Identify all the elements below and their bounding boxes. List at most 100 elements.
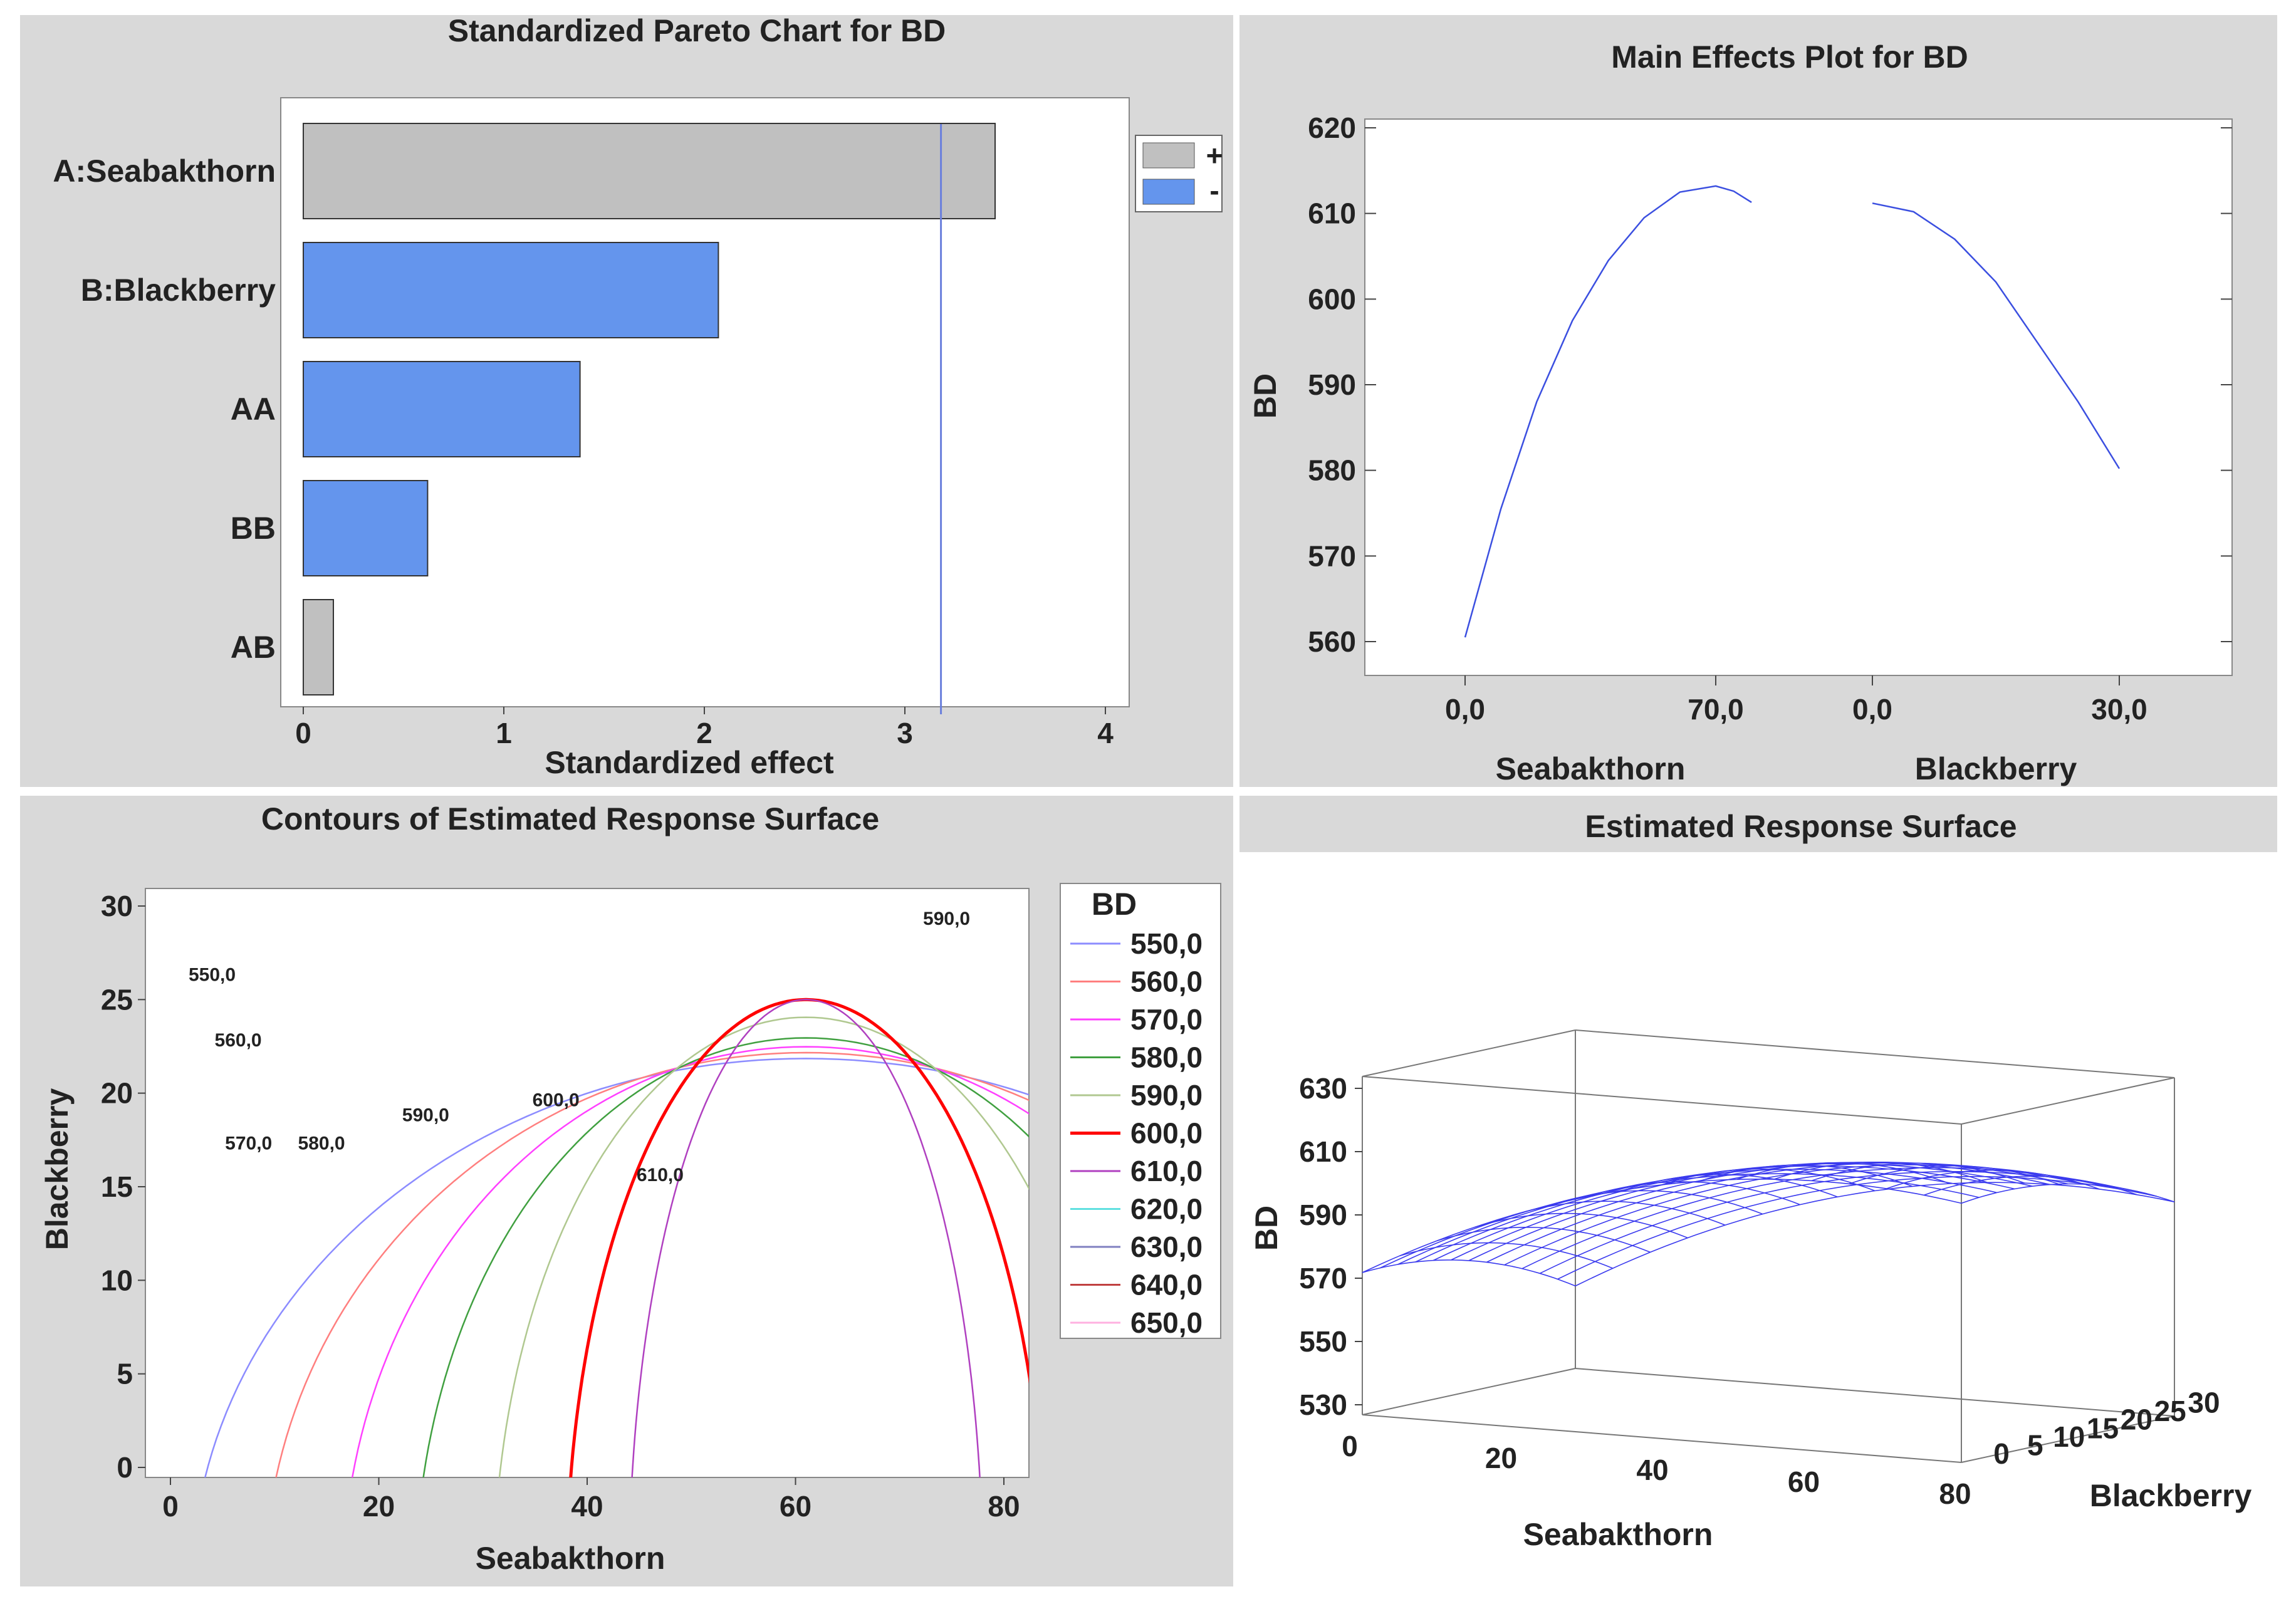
contour-line xyxy=(422,1037,1029,1477)
pareto-chart: Standardized Pareto Chart for BD A:Seaba… xyxy=(53,15,1223,780)
contour-lines xyxy=(204,997,1029,1477)
contour-line xyxy=(498,1016,1029,1477)
contour-y-tick-label: 5 xyxy=(117,1358,133,1390)
main-effects-y-tick-label: 570 xyxy=(1308,539,1356,572)
main-effects-y-tick-label: 600 xyxy=(1308,283,1356,315)
surface-mesh-line xyxy=(1661,1168,1876,1192)
contour-legend-label: 610,0 xyxy=(1130,1155,1203,1187)
surface-mesh-line xyxy=(1437,1226,1651,1253)
surface-chart: Estimated Response Surface 5305505705906… xyxy=(1239,809,2277,1586)
contour-y-tick-label: 25 xyxy=(101,983,133,1016)
pareto-x-tick-label: 2 xyxy=(696,717,712,749)
contour-legend-label: 590,0 xyxy=(1130,1079,1203,1112)
surface-x-tick-label: 40 xyxy=(1636,1454,1668,1486)
pareto-x-tick-label: 3 xyxy=(897,717,913,749)
contour-line-label: 600,0 xyxy=(533,1090,580,1111)
surface-x-tick-label: 0 xyxy=(1342,1430,1358,1462)
contour-y-tick-label: 10 xyxy=(101,1264,133,1296)
surface-plot-area xyxy=(1239,852,2277,1586)
main-effects-factor-label: Seabakthorn xyxy=(1496,751,1686,786)
pareto-bar xyxy=(303,123,996,219)
surface-y-tick-label: 10 xyxy=(2053,1420,2085,1453)
surface-mesh-line xyxy=(1849,1165,2063,1186)
surface-z-tick-label: 530 xyxy=(1299,1388,1347,1421)
pareto-bar xyxy=(303,480,429,576)
contour-legend-title: BD xyxy=(1092,887,1137,922)
surface-x-tick-label: 80 xyxy=(1939,1477,1971,1510)
surface-panel: Estimated Response Surface 530 550 570 590 6… xyxy=(1239,796,2277,1586)
pareto-category-label: B:Blackberry xyxy=(81,273,276,308)
surface-mesh-line xyxy=(1886,1169,2100,1190)
main-effects-ylabel: BD xyxy=(1248,373,1283,419)
contour-y-tick-label: 30 xyxy=(101,890,133,922)
contour-y-tick-label: 0 xyxy=(117,1451,133,1484)
main-effects-y-tick-label: 590 xyxy=(1308,368,1356,401)
main-effects-title: Main Effects Plot for BD xyxy=(1611,39,1968,75)
contour-line-label: 550,0 xyxy=(189,964,236,985)
surface-y-tick-label: 20 xyxy=(2121,1404,2152,1436)
contour-line xyxy=(631,999,981,1477)
surface-mesh-line xyxy=(1811,1162,2025,1184)
surface-y-tick-label: 25 xyxy=(2154,1395,2186,1427)
surface-box-edge xyxy=(1362,1076,1962,1125)
contour-y-tick-label: 15 xyxy=(101,1170,133,1203)
pareto-xlabel: Standardized effect xyxy=(545,745,834,780)
contour-line xyxy=(351,1046,1029,1477)
surface-box-edge xyxy=(1575,1029,2175,1078)
main-effects-y-tick-label: 610 xyxy=(1308,197,1356,230)
contour-line-label: 590,0 xyxy=(402,1105,449,1125)
contour-legend xyxy=(1060,883,1221,1339)
pareto-category-label: BB xyxy=(231,511,276,546)
pareto-chart-panel: Standardized Pareto Chart for BD A:Seaba… xyxy=(20,15,1233,787)
contour-xlabel: Seabakthorn xyxy=(476,1541,665,1576)
surface-zlabel: BD xyxy=(1249,1206,1284,1251)
pareto-bar xyxy=(303,599,334,695)
pareto-x-tick-label: 4 xyxy=(1097,717,1114,749)
pareto-category-label: A:Seabakthorn xyxy=(53,154,276,189)
contour-x-tick-label: 40 xyxy=(571,1490,603,1523)
surface-mesh-line xyxy=(1736,1162,1950,1184)
contour-legend-label: 570,0 xyxy=(1130,1003,1203,1036)
pareto-category-label: AA xyxy=(231,392,276,427)
contour-line-label: 560,0 xyxy=(215,1030,262,1051)
surface-z-tick-label: 610 xyxy=(1299,1135,1347,1168)
surface-y-tick-label: 5 xyxy=(2027,1429,2043,1461)
contour-y-tick-label: 20 xyxy=(101,1077,133,1110)
main-effects-y-tick-label: 580 xyxy=(1308,454,1356,487)
surface-mesh xyxy=(1362,1161,2175,1287)
main-effects-curve xyxy=(1464,185,1752,638)
main-effects-factor-label: Blackberry xyxy=(1915,751,2077,786)
contour-line-label: 590,0 xyxy=(923,909,970,929)
contour-legend-label: 580,0 xyxy=(1130,1041,1203,1074)
surface-box-edge xyxy=(1362,1029,1576,1077)
pareto-category-label: AB xyxy=(231,630,276,665)
contour-chart: Contours of Estimated Response Surface 0… xyxy=(39,801,1221,1576)
surface-mesh-line xyxy=(1362,1259,1576,1287)
contour-legend-label: 630,0 xyxy=(1130,1231,1203,1263)
surface-box-edge xyxy=(1362,1414,1962,1463)
pareto-title: Standardized Pareto Chart for BD xyxy=(448,15,946,48)
surface-z-tick-label: 590 xyxy=(1299,1199,1347,1231)
main-effects-panel: Main Effects Plot for BD 560 570 580 590 600… xyxy=(1239,15,2277,787)
contour-legend-label: 600,0 xyxy=(1130,1117,1203,1150)
contour-x-tick-label: 60 xyxy=(780,1490,811,1523)
pareto-bar xyxy=(303,242,719,338)
surface-mesh-line xyxy=(1924,1175,2137,1196)
pareto-legend: + - xyxy=(1135,135,1223,212)
surface-ylabel: Blackberry xyxy=(2090,1478,2252,1513)
surface-xlabel: Seabakthorn xyxy=(1523,1517,1713,1552)
surface-x-tick-label: 20 xyxy=(1485,1442,1517,1474)
surface-z-tick-label: 630 xyxy=(1299,1072,1347,1105)
surface-box-edge xyxy=(1961,1077,2175,1125)
surface-box-edge xyxy=(1961,1415,2175,1463)
contour-x-tick-label: 0 xyxy=(162,1490,179,1523)
main-effects-curve xyxy=(1872,202,2121,469)
surface-mesh-line xyxy=(1511,1201,1726,1226)
contour-legend-label: 640,0 xyxy=(1130,1269,1203,1301)
surface-z-tick-label: 550 xyxy=(1299,1325,1347,1358)
surface-z-tick-label: 570 xyxy=(1299,1262,1347,1294)
main-effects-chart: Main Effects Plot for BD 560 570 580 590 600… xyxy=(1248,39,2233,786)
surface-x-tick-label: 60 xyxy=(1788,1466,1820,1498)
legend-negative-label: - xyxy=(1209,174,1219,207)
contour-plot-area xyxy=(145,888,1030,1478)
